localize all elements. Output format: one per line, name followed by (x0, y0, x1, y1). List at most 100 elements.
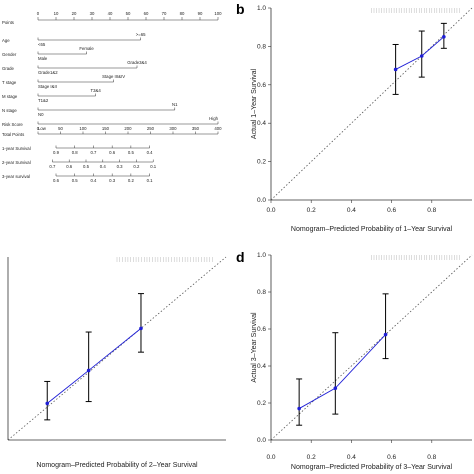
x-tick-label: 0.6 (387, 454, 396, 461)
total-points-tick-label: 250 (147, 126, 155, 131)
nomogram-level-label: Stage III&IV (102, 74, 125, 79)
nomogram-level-label: Male (38, 56, 48, 61)
total-points-tick-label: 100 (79, 126, 87, 131)
survival-tick-label: 0.9 (53, 150, 60, 155)
total-points-tick-label: 200 (124, 126, 132, 131)
nomogram-level-label: >=65 (136, 32, 146, 37)
nomogram-level-label: Stage I&II (38, 84, 57, 89)
y-tick-label: 0.4 (257, 120, 266, 127)
total-points-tick-label: 400 (214, 126, 222, 131)
y-axis-label: Actual 3–Year Survival (251, 312, 258, 383)
points-tick-label: 80 (180, 11, 185, 16)
calibration-point (419, 54, 424, 58)
points-tick-label: 100 (214, 11, 222, 16)
y-tick-label: 0.0 (257, 437, 266, 444)
y-axis-label: Actual 1–Year Survival (251, 68, 258, 139)
nomogram-level-label: Low (38, 126, 47, 131)
nomogram-row-label: Age (2, 38, 10, 43)
y-tick-label: 0.2 (257, 159, 266, 166)
points-tick-label: 40 (108, 11, 113, 16)
x-tick-label: 0.6 (387, 207, 396, 214)
calibration-point (383, 332, 388, 337)
calibration-panel-2-year: Nomogram–Predicted Probability of 2–Year… (7, 256, 227, 469)
nomogram-panel: Points 0 10 20 30 40 50 60 70 80 90 100 Age <65 >=65 Ge… (2, 11, 222, 183)
y-tick-label: 1.0 (257, 252, 266, 259)
survival-tick-label: 0.4 (100, 164, 107, 169)
nomogram-level-label: High (209, 116, 218, 121)
x-axis-label: Nomogram–Predicted Probability of 2–Year… (36, 462, 198, 469)
x-axis-label: Nomogram–Predicted Probability of 1–Year… (291, 226, 453, 233)
survival-tick-label: 0.6 (109, 150, 116, 155)
survival-tick-label: 0.1 (150, 164, 157, 169)
calibration-point (139, 326, 143, 331)
nomogram-level-label: <65 (38, 42, 46, 47)
survival-tick-label: 0.3 (117, 164, 124, 169)
x-tick-label: 0.0 (266, 207, 275, 214)
survival-tick-label: 0.7 (90, 150, 97, 155)
survival-tick-label: 0.6 (66, 164, 73, 169)
y-tick-label: 0.8 (257, 43, 266, 50)
calibration-line (46, 328, 142, 404)
calibration-point (45, 401, 50, 406)
nomogram-row-label: Risk Score (2, 122, 23, 127)
points-tick-label: 50 (126, 11, 131, 16)
ideal-diagonal-line (7, 256, 227, 441)
points-tick-label: 10 (54, 11, 59, 16)
x-tick-label: 0.0 (266, 454, 275, 461)
nomogram-level-label: Grade1&2 (38, 70, 58, 75)
x-tick-label: 0.8 (427, 454, 436, 461)
survival-tick-label: 0.4 (147, 150, 154, 155)
ideal-diagonal-line (270, 254, 473, 441)
survival-tick-label: 0.6 (53, 178, 60, 183)
points-tick-label: 60 (144, 11, 149, 16)
calibration-line (298, 334, 386, 409)
nomogram-row-label: M stage (2, 94, 18, 99)
calibration-point (86, 368, 91, 373)
x-tick-label: 0.2 (307, 207, 316, 214)
nomogram-level-label: T1&2 (38, 98, 49, 103)
points-tick-label: 0 (37, 11, 40, 16)
survival-tick-label: 0.5 (128, 150, 135, 155)
calibration-point (393, 67, 398, 72)
survival-tick-label: 0.2 (133, 164, 140, 169)
x-tick-label: 0.4 (347, 207, 356, 214)
panel-letter-b: b (236, 1, 245, 17)
y-tick-label: 0.6 (257, 82, 266, 89)
y-tick-label: 1.0 (257, 5, 266, 12)
nomogram-row-label: Points (2, 20, 14, 25)
survival-tick-label: 0.5 (83, 164, 90, 169)
calibration-point (297, 406, 301, 411)
points-tick-label: 20 (72, 11, 77, 16)
calibration-line (395, 36, 445, 70)
nomogram-row-label: 2-year Survival (2, 160, 31, 165)
total-points-tick-label: 150 (102, 126, 110, 131)
total-points-tick-label: 300 (169, 126, 177, 131)
total-points-tick-label: 0 (37, 126, 40, 131)
calibration-point (442, 35, 446, 39)
nomogram-level-label: N1 (172, 102, 178, 107)
points-tick-label: 70 (162, 11, 167, 16)
survival-tick-label: 0.8 (72, 150, 79, 155)
calibration-panel-1-year: 0.0 0.2 0.4 0.6 0.8 0.0 0.2 0.4 0.6 0.8 1.0 Nomogra… (251, 5, 473, 233)
total-points-tick-label: 350 (192, 126, 200, 131)
ideal-diagonal-line (270, 7, 473, 201)
calibration-panel-3-year: 0.0 0.2 0.4 0.6 0.8 0.0 0.2 0.4 0.6 0.8 1.0 Nomogra… (251, 252, 473, 471)
y-tick-label: 0.4 (257, 363, 266, 370)
y-tick-label: 0.8 (257, 289, 266, 296)
x-tick-label: 0.2 (307, 454, 316, 461)
nomogram-row-label: Total Points (2, 132, 24, 137)
survival-tick-label: 0.1 (147, 178, 154, 183)
x-axis-label: Nomogram–Predicted Probability of 3–Year… (291, 464, 453, 471)
y-tick-label: 0.0 (257, 197, 266, 204)
survival-tick-label: 0.2 (128, 178, 135, 183)
nomogram-row-label: T stage (2, 80, 17, 85)
y-tick-label: 0.6 (257, 326, 266, 333)
y-tick-label: 0.2 (257, 400, 266, 407)
nomogram-level-label: N0 (38, 112, 44, 117)
nomogram-row-label: 1-year Survival (2, 146, 31, 151)
survival-tick-label: 0.7 (49, 164, 56, 169)
nomogram-level-label: T3&4 (90, 88, 101, 93)
nomogram-row-label: N stage (2, 108, 17, 113)
panel-letter-d: d (236, 249, 245, 265)
